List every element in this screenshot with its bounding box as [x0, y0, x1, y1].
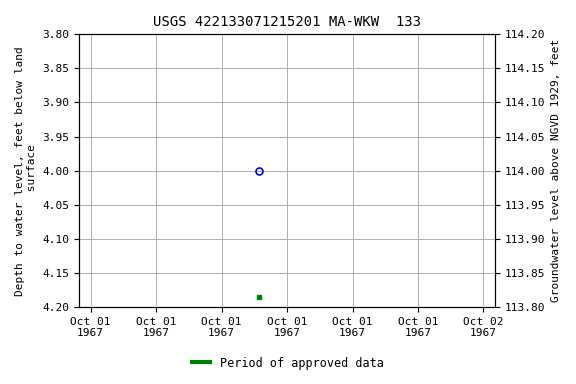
Y-axis label: Depth to water level, feet below land
 surface: Depth to water level, feet below land su… [15, 46, 37, 296]
Title: USGS 422133071215201 MA-WKW  133: USGS 422133071215201 MA-WKW 133 [153, 15, 421, 29]
Y-axis label: Groundwater level above NGVD 1929, feet: Groundwater level above NGVD 1929, feet [551, 39, 561, 302]
Legend: Period of approved data: Period of approved data [188, 352, 388, 374]
